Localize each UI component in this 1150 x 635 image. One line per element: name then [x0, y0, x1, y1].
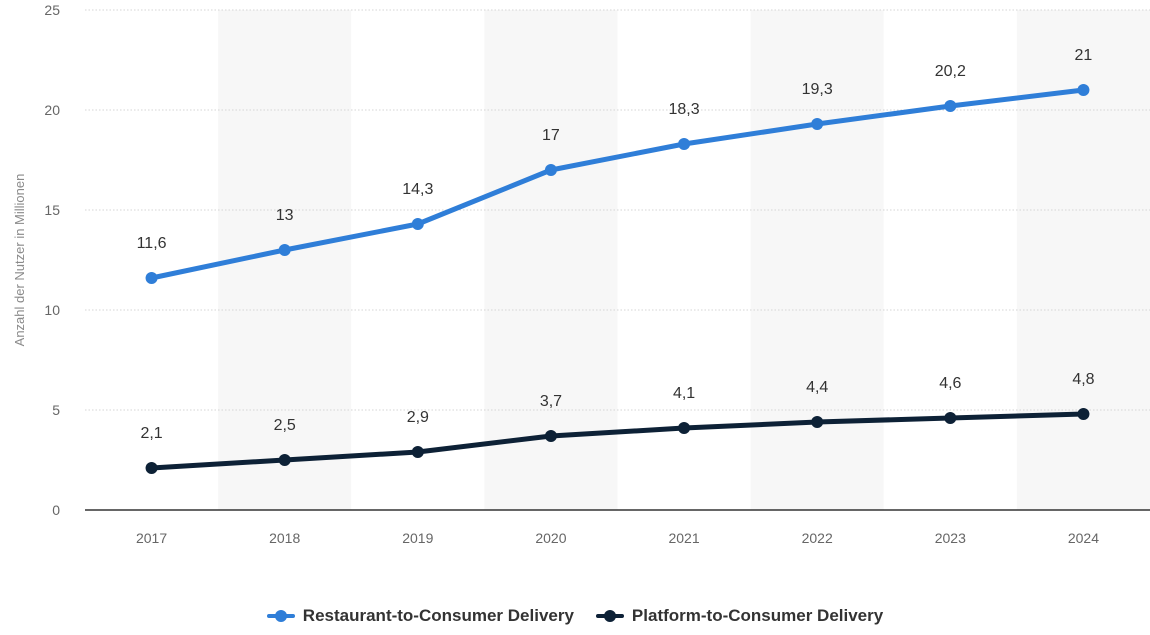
band-2020: [484, 10, 618, 510]
data-label: 19,3: [802, 81, 833, 98]
data-point[interactable]: [811, 118, 824, 130]
data-label: 14,3: [402, 181, 433, 198]
legend-item-restaurant[interactable]: Restaurant-to-Consumer Delivery: [266, 606, 574, 626]
data-point[interactable]: [278, 454, 291, 466]
data-label: 18,3: [668, 101, 699, 118]
x-tick-label: 2022: [802, 530, 833, 546]
y-axis-ticks: 0 5 10 15 20 25: [44, 2, 60, 518]
series-line: [149, 87, 1086, 281]
data-point[interactable]: [544, 430, 557, 442]
data-label: 3,7: [540, 393, 562, 410]
x-tick-label: 2017: [136, 530, 167, 546]
x-tick-label: 2020: [535, 530, 566, 546]
data-label: 21: [1075, 47, 1093, 64]
data-point[interactable]: [544, 164, 557, 176]
x-tick-label: 2018: [269, 530, 300, 546]
series-2: 2,1 2,5 2,9 3,7 4,1 4,4 4,6 4,8: [140, 371, 1095, 474]
y-tick-label: 5: [52, 402, 60, 418]
y-tick-label: 15: [44, 202, 60, 218]
data-label: 4,4: [806, 379, 828, 396]
y-tick-label: 20: [44, 102, 60, 118]
y-tick-label: 25: [44, 2, 60, 18]
data-label: 2,1: [140, 425, 162, 442]
data-point[interactable]: [944, 412, 957, 424]
y-axis-label: Anzahl der Nutzer in Millionen: [12, 174, 27, 347]
series-1: 11,6 13 14,3 17 18,3 19,3 20,2 21: [137, 47, 1093, 284]
data-label: 2,5: [274, 417, 296, 434]
data-point[interactable]: [678, 422, 691, 434]
data-label: 4,1: [673, 385, 695, 402]
y-tick-label: 0: [52, 502, 60, 518]
gridlines: [85, 9, 1150, 411]
data-point[interactable]: [145, 272, 158, 284]
data-label: 13: [276, 207, 294, 224]
data-label: 20,2: [935, 63, 966, 80]
data-point[interactable]: [145, 462, 158, 474]
legend-item-platform[interactable]: Platform-to-Consumer Delivery: [595, 606, 884, 626]
band-2023: [883, 10, 1017, 510]
data-point[interactable]: [1077, 408, 1090, 420]
data-label: 2,9: [407, 409, 429, 426]
band-2019: [351, 10, 485, 510]
data-point[interactable]: [411, 218, 424, 230]
x-tick-label: 2023: [935, 530, 966, 546]
legend-swatch-platform: [595, 610, 624, 622]
x-tick-label: 2019: [402, 530, 433, 546]
x-axis-ticks: 2017 2018 2019 2020 2021 2022 2023 2024: [136, 530, 1099, 546]
series-group: 11,6 13 14,3 17 18,3 19,3 20,2 21 2,1 2,5 2,9 3,7 4,…: [137, 47, 1095, 474]
legend: Restaurant-to-Consumer Delivery Platform…: [0, 606, 1150, 626]
data-point[interactable]: [1077, 84, 1090, 96]
data-point[interactable]: [278, 244, 291, 256]
band-2021: [617, 10, 751, 510]
x-tick-label: 2021: [668, 530, 699, 546]
band-2017: [85, 10, 219, 510]
x-tick-label: 2024: [1068, 530, 1099, 546]
data-label: 11,6: [137, 235, 167, 252]
data-point[interactable]: [944, 100, 957, 112]
data-point[interactable]: [411, 446, 424, 458]
data-label: 17: [542, 127, 560, 144]
series-line: [149, 411, 1086, 471]
data-point[interactable]: [678, 138, 691, 150]
legend-label-restaurant: Restaurant-to-Consumer Delivery: [302, 606, 574, 625]
legend-swatch-restaurant: [266, 610, 295, 622]
data-label: 4,8: [1072, 371, 1094, 388]
data-label: 4,6: [939, 375, 961, 392]
data-point[interactable]: [811, 416, 824, 428]
y-tick-label: 10: [44, 302, 60, 318]
legend-label-platform: Platform-to-Consumer Delivery: [631, 606, 884, 625]
